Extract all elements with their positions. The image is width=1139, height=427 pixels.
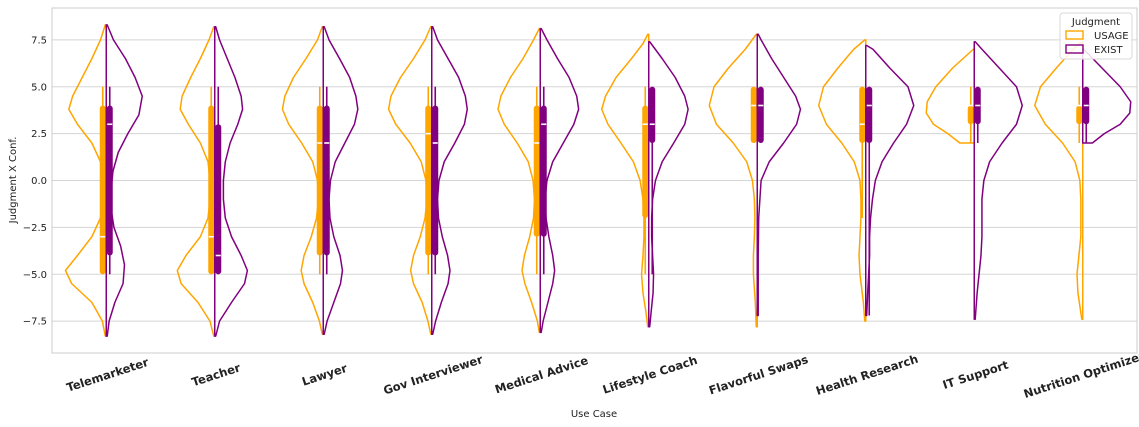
category-label: Lifestyle Coach <box>601 353 699 397</box>
y-axis-title: Judgment X Conf. <box>8 137 19 225</box>
violin-exist <box>322 26 359 335</box>
y-tick-label: 0.0 <box>31 176 47 187</box>
violin-exist <box>973 41 1023 320</box>
category-label: Teacher <box>190 360 243 389</box>
iqr-box-usage <box>642 105 649 218</box>
category-label: Health Research <box>814 352 920 398</box>
violin-exist <box>539 27 580 334</box>
iqr-box-usage <box>425 105 432 256</box>
legend-swatch-exist <box>1065 44 1084 54</box>
iqr-box-usage <box>967 105 974 125</box>
legend-box <box>1059 12 1133 60</box>
iqr-box-exist <box>866 86 873 143</box>
iqr-box-usage <box>316 105 323 256</box>
y-tick-label: −5.0 <box>23 270 47 281</box>
violin-exist <box>214 26 249 337</box>
violin-usage <box>281 26 324 335</box>
iqr-box-exist <box>106 105 113 256</box>
legend-title: Judgment <box>1071 17 1120 28</box>
iqr-box-usage <box>859 86 866 143</box>
legend-label-exist: EXIST <box>1094 45 1123 56</box>
legend: Judgment USAGE EXIST <box>1059 12 1133 60</box>
violin-usage <box>387 26 433 335</box>
violin-usage <box>600 33 650 328</box>
y-tick-label: 5.0 <box>31 82 47 93</box>
y-tick-label: 2.5 <box>31 129 47 140</box>
iqr-box-exist <box>540 105 547 237</box>
iqr-box-usage <box>208 105 215 275</box>
category-label: Nutrition Optimizer <box>1022 349 1139 401</box>
category-label: Lawyer <box>300 361 349 389</box>
y-tick-label: −7.5 <box>23 317 47 328</box>
category-label: Gov Interviewer <box>382 352 485 397</box>
iqr-box-usage <box>533 105 540 237</box>
violin-exist <box>756 33 802 317</box>
violin-layer <box>64 24 1132 337</box>
xtick-layer: Telemarketer Teacher Lawyer Gov Interviewer… <box>65 349 1139 401</box>
iqr-box-usage <box>1076 105 1083 125</box>
x-axis-title: Use Case <box>571 409 617 420</box>
violin-exist <box>431 26 469 335</box>
plot-frame <box>51 7 1138 354</box>
ytick-layer: −7.5 −5.0 −2.5 0.0 2.5 5.0 7.5 <box>23 35 47 327</box>
y-tick-label: 7.5 <box>31 35 47 46</box>
legend-label-usage: USAGE <box>1094 31 1129 42</box>
iqr-box-exist <box>757 86 764 143</box>
y-tick-label: −2.5 <box>23 223 47 234</box>
grid-layer <box>52 39 1137 322</box>
violin-exist <box>105 24 143 337</box>
iqr-box-exist <box>323 105 330 256</box>
violin-exist <box>648 41 689 328</box>
iqr-box-exist <box>649 86 656 143</box>
violin-usage <box>497 27 541 334</box>
iqr-box-exist <box>215 124 222 275</box>
violin-usage <box>925 48 975 144</box>
violin-usage <box>817 39 867 322</box>
category-label: Flavorful Swaps <box>707 352 810 397</box>
category-label: Medical Advice <box>493 353 590 396</box>
iqr-box-usage <box>99 105 106 275</box>
violin-exist <box>1082 48 1132 144</box>
category-label: IT Support <box>941 357 1011 392</box>
iqr-box-exist <box>432 105 439 256</box>
iqr-box-usage <box>750 86 757 143</box>
legend-swatch-usage <box>1065 30 1084 40</box>
category-label: Telemarketer <box>65 355 151 395</box>
violin-usage <box>708 33 758 328</box>
